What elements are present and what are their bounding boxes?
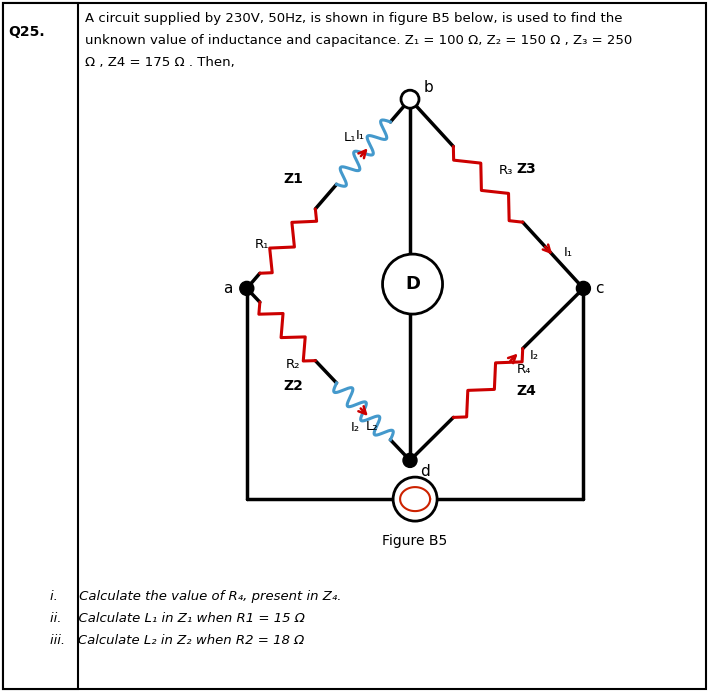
Text: Q25.: Q25. bbox=[8, 25, 45, 39]
Text: I₁: I₁ bbox=[564, 246, 573, 259]
Text: Figure B5: Figure B5 bbox=[382, 534, 447, 548]
Text: R₃: R₃ bbox=[499, 164, 513, 177]
Circle shape bbox=[383, 254, 442, 314]
Circle shape bbox=[393, 477, 437, 521]
Circle shape bbox=[240, 282, 254, 295]
Circle shape bbox=[401, 90, 419, 108]
Text: I₂: I₂ bbox=[530, 349, 539, 362]
Text: Z4: Z4 bbox=[517, 384, 537, 399]
Text: unknown value of inductance and capacitance. Z₁ = 100 Ω, Z₂ = 150 Ω , Z₃ = 250: unknown value of inductance and capacita… bbox=[85, 34, 632, 47]
Text: ii.    Calculate L₁ in Z₁ when R1 = 15 Ω: ii. Calculate L₁ in Z₁ when R1 = 15 Ω bbox=[50, 612, 305, 625]
Circle shape bbox=[576, 282, 591, 295]
Bar bbox=[3, 3, 78, 689]
Text: L₁: L₁ bbox=[344, 131, 356, 145]
Text: L₂: L₂ bbox=[366, 420, 379, 433]
Text: R₁: R₁ bbox=[255, 237, 269, 251]
Text: I₁: I₁ bbox=[355, 129, 364, 142]
Text: I₂: I₂ bbox=[351, 421, 360, 434]
Circle shape bbox=[403, 453, 417, 467]
Text: R₄: R₄ bbox=[517, 363, 531, 376]
Text: c: c bbox=[596, 281, 604, 296]
Text: Ω , Z4 = 175 Ω . Then,: Ω , Z4 = 175 Ω . Then, bbox=[85, 56, 235, 69]
Text: A circuit supplied by 230V, 50Hz, is shown in figure B5 below, is used to find t: A circuit supplied by 230V, 50Hz, is sho… bbox=[85, 12, 623, 25]
Text: i.     Calculate the value of R₄, present in Z₄.: i. Calculate the value of R₄, present in… bbox=[50, 590, 342, 603]
Text: D: D bbox=[405, 275, 420, 293]
Text: R₂: R₂ bbox=[286, 358, 301, 371]
Text: b: b bbox=[424, 80, 434, 95]
Text: d: d bbox=[420, 464, 430, 480]
Text: Z3: Z3 bbox=[517, 162, 537, 176]
Text: Z1: Z1 bbox=[284, 172, 303, 185]
Text: a: a bbox=[223, 281, 233, 296]
Text: iii.   Calculate L₂ in Z₂ when R2 = 18 Ω: iii. Calculate L₂ in Z₂ when R2 = 18 Ω bbox=[50, 634, 304, 647]
Text: Z2: Z2 bbox=[284, 379, 303, 393]
